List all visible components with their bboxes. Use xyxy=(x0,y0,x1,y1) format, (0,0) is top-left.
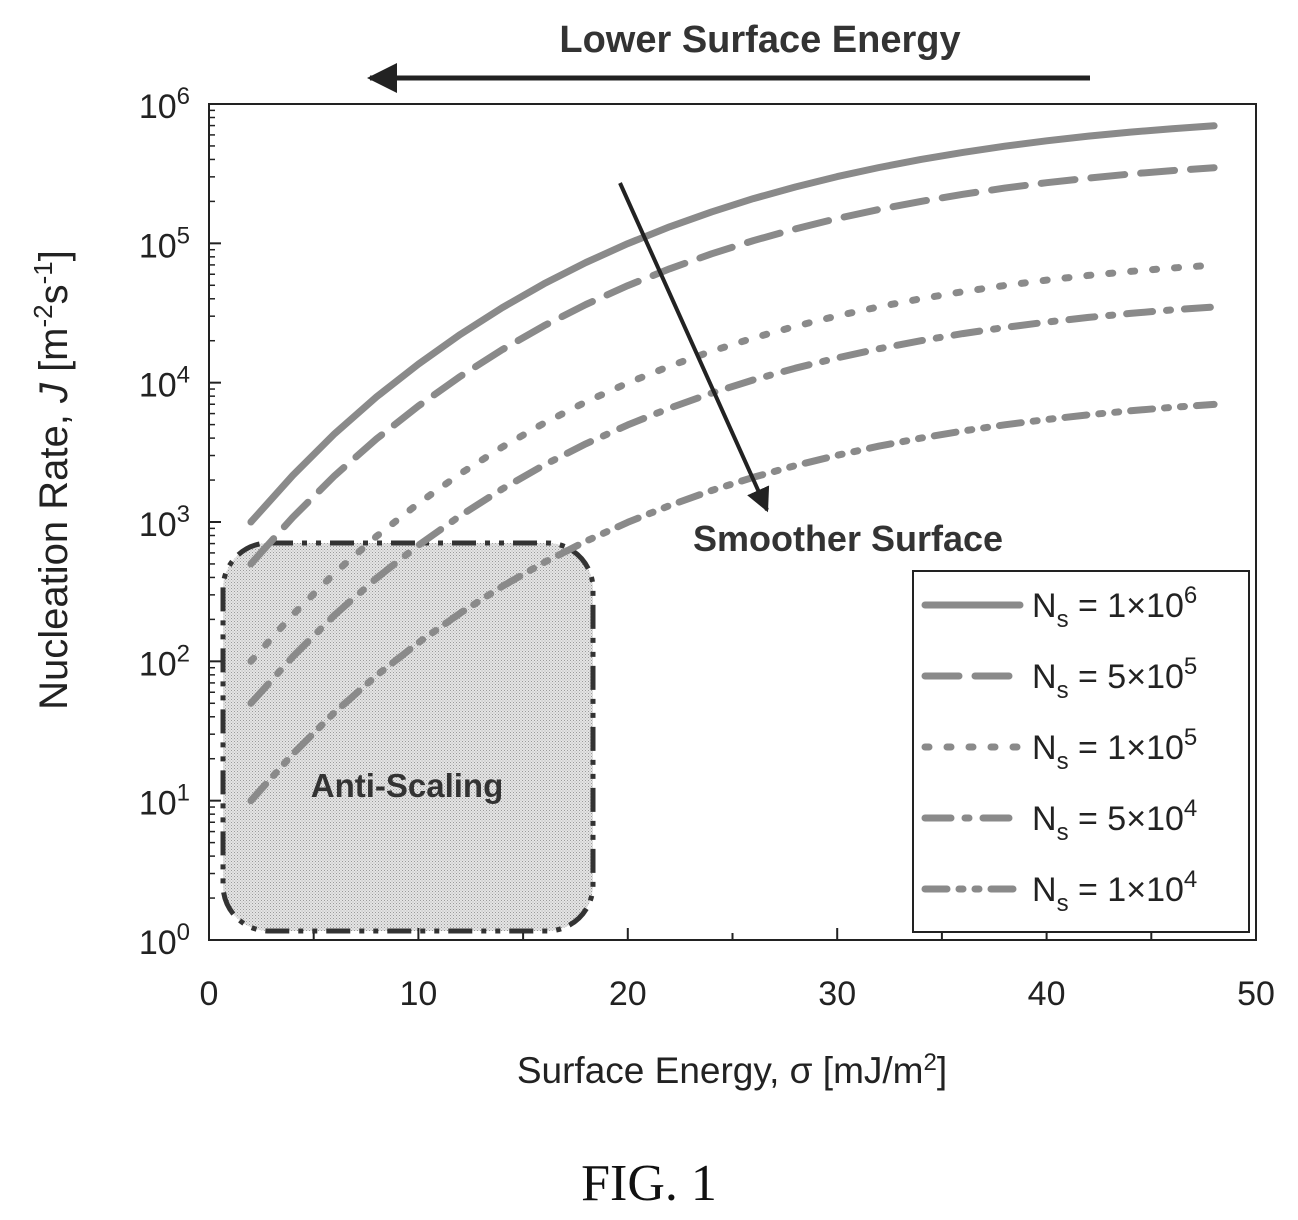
series-line-5 xyxy=(247,400,1218,805)
smoother-surface-arrow xyxy=(618,182,770,513)
series-layer xyxy=(247,122,1218,805)
legend-label-1: Ns = 1×106 xyxy=(1032,582,1197,633)
series-line-3 xyxy=(247,261,1218,665)
x-tick-label: 0 xyxy=(200,975,219,1013)
smoother-surface-label: Smoother Surface xyxy=(693,518,1003,559)
y-axis-label: Nucleation Rate, J [m-2s-1] xyxy=(28,250,76,710)
series-line-2 xyxy=(247,164,1218,568)
axis-ticks xyxy=(208,103,1257,941)
legend-label-2: Ns = 5×105 xyxy=(1032,653,1197,704)
x-tick-label: 10 xyxy=(399,975,437,1013)
x-axis-label: Surface Energy, σ [mJ/m2] xyxy=(517,1049,947,1092)
anti-scaling-region xyxy=(220,540,596,934)
y-tick-label: 101 xyxy=(139,780,190,823)
x-tick-label: 40 xyxy=(1028,975,1066,1013)
legend-box xyxy=(912,570,1250,933)
y-tick-label: 103 xyxy=(139,501,190,544)
y-tick-label: 106 xyxy=(139,83,190,126)
legend-label-4: Ns = 5×104 xyxy=(1032,795,1197,846)
x-tick-label: 30 xyxy=(818,975,856,1013)
figure-caption: FIG. 1 xyxy=(581,1155,717,1212)
series-line-1 xyxy=(247,122,1218,526)
legend-label-5: Ns = 1×104 xyxy=(1032,866,1197,917)
y-tick-label: 100 xyxy=(139,919,190,962)
legend-label-3: Ns = 1×105 xyxy=(1032,724,1197,775)
x-tick-label: 50 xyxy=(1237,975,1275,1013)
y-tick-label: 104 xyxy=(139,362,190,405)
y-tick-label: 102 xyxy=(139,640,190,683)
legend: Ns = 1×106 Ns = 5×105 Ns = 1×105 Ns = 5×104… xyxy=(921,582,1197,917)
y-tick-label: 105 xyxy=(139,222,190,265)
lower-surface-energy-label: Lower Surface Energy xyxy=(559,19,960,61)
x-tick-label: 20 xyxy=(609,975,647,1013)
anti-scaling-label: Anti-Scaling xyxy=(311,767,504,804)
series-line-4 xyxy=(247,303,1218,707)
tick-labels: 0 10 20 30 40 50 100 101 102 103 104 105 106 xyxy=(139,83,1275,1013)
